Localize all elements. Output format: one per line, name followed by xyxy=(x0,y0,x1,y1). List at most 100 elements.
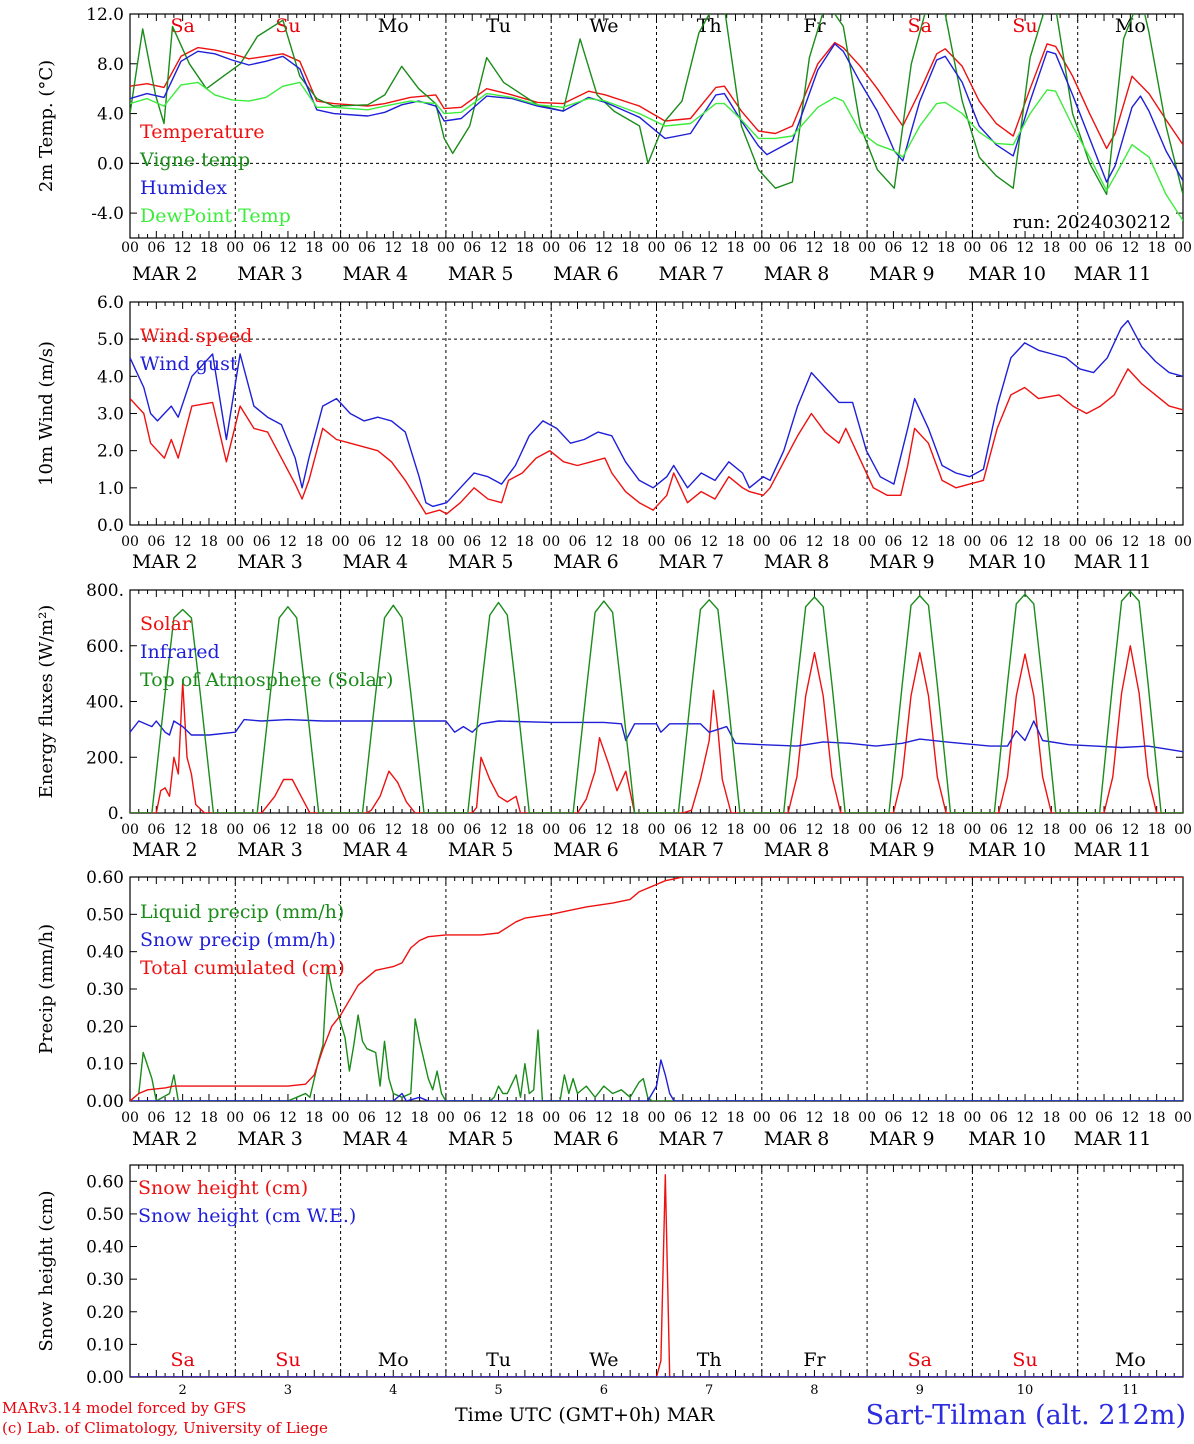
date-label: MAR 5 xyxy=(448,263,514,285)
hour-label: 00 xyxy=(542,1110,560,1126)
date-label: MAR 9 xyxy=(869,263,935,285)
day-abbr: We xyxy=(589,15,618,37)
panel-5: 0.00 0.10 0.20 0.30 0.40 0.50 0.60 Snow height … xyxy=(36,1164,1184,1398)
date-label: MAR 2 xyxy=(132,263,198,285)
hour-label: 00 xyxy=(1174,1110,1192,1126)
hour-label: 12 xyxy=(595,534,613,550)
hour-label: 00 xyxy=(753,822,771,838)
hour-label: 06 xyxy=(253,822,271,838)
date-label: MAR 11 xyxy=(1074,263,1152,285)
hour-label: 12 xyxy=(174,534,192,550)
legend-entry: Snow height (cm) xyxy=(138,1177,308,1199)
legend-entry: Wind speed xyxy=(140,325,252,347)
hour-label: 06 xyxy=(358,1110,376,1126)
date-label: MAR 6 xyxy=(553,263,619,285)
hour-label: 00 xyxy=(437,822,455,838)
hour-label: 06 xyxy=(358,240,376,256)
day-number: 9 xyxy=(916,1383,924,1398)
hour-label: 00 xyxy=(226,822,244,838)
day-abbr: Fr xyxy=(803,15,826,37)
hour-label: 00 xyxy=(332,534,350,550)
series-line-liquid-precip-mm-h- xyxy=(130,965,1183,1101)
hour-label: 06 xyxy=(779,1110,797,1126)
y-tick-label: 3.0 xyxy=(97,405,124,425)
hour-label: 00 xyxy=(648,1110,666,1126)
hour-label: 06 xyxy=(885,240,903,256)
date-label: MAR 7 xyxy=(658,839,724,861)
hour-label: 06 xyxy=(885,534,903,550)
hour-label: 12 xyxy=(700,822,718,838)
hour-label: 00 xyxy=(753,1110,771,1126)
hour-label: 00 xyxy=(121,822,139,838)
hour-label: 12 xyxy=(700,534,718,550)
day-number: 2 xyxy=(179,1383,187,1398)
hour-label: 06 xyxy=(569,534,587,550)
hour-label: 18 xyxy=(937,822,955,838)
hour-label: 12 xyxy=(1121,534,1139,550)
y-tick-label: 0.0 xyxy=(97,516,124,536)
series-group xyxy=(130,877,1183,1101)
hour-label: 00 xyxy=(437,240,455,256)
hour-label: 18 xyxy=(516,534,534,550)
y-tick-label: -4.0 xyxy=(91,204,124,224)
y-tick-label: 0.20 xyxy=(86,1303,124,1323)
day-abbr: Sa xyxy=(908,1349,932,1371)
hour-label: 18 xyxy=(937,1110,955,1126)
hour-label: 18 xyxy=(200,534,218,550)
hour-label: 00 xyxy=(963,1110,981,1126)
day-number: 3 xyxy=(284,1383,292,1398)
series-line-solar xyxy=(130,645,1183,813)
hour-label: 12 xyxy=(174,240,192,256)
hour-label: 18 xyxy=(305,822,323,838)
hour-label: 06 xyxy=(147,534,165,550)
hour-label: 18 xyxy=(1148,822,1166,838)
y-tick-label: 0.10 xyxy=(86,1055,124,1075)
hour-label: 18 xyxy=(727,1110,745,1126)
hour-label: 00 xyxy=(648,240,666,256)
series-line-wind-speed xyxy=(130,368,1183,515)
hour-label: 06 xyxy=(1095,822,1113,838)
hour-label: 12 xyxy=(1121,1110,1139,1126)
panel-2: 0.0 1.0 2.0 3.0 4.0 5.0 6.0 10m Wind (m/s) 00 06 1… xyxy=(36,293,1192,573)
day-abbr: Mo xyxy=(1115,15,1146,37)
hour-label: 06 xyxy=(990,534,1008,550)
hour-label: 12 xyxy=(384,1110,402,1126)
hour-label: 18 xyxy=(1148,1110,1166,1126)
y-tick-label: 6.0 xyxy=(97,293,124,313)
date-label: MAR 6 xyxy=(553,1128,619,1150)
date-label: MAR 10 xyxy=(968,839,1046,861)
y-tick-label: 1.0 xyxy=(97,479,124,499)
hour-label: 18 xyxy=(411,534,429,550)
hour-label: 18 xyxy=(1042,240,1060,256)
legend-entry: Snow precip (mm/h) xyxy=(140,929,336,951)
series-line-vigne-temp xyxy=(130,14,1183,196)
panel-3: 0. 200. 400. 600. 800. Energy fluxes (W/m²) 00… xyxy=(36,581,1192,861)
hour-label: 18 xyxy=(1042,1110,1060,1126)
hour-label: 00 xyxy=(963,240,981,256)
hour-label: 00 xyxy=(437,1110,455,1126)
hour-label: 06 xyxy=(990,1110,1008,1126)
hour-label: 06 xyxy=(674,1110,692,1126)
hour-label: 12 xyxy=(911,534,929,550)
hour-label: 18 xyxy=(305,534,323,550)
legend-entry: Humidex xyxy=(140,177,227,199)
series-group xyxy=(130,14,1183,221)
y-tick-label: 0.00 xyxy=(86,1368,124,1388)
hour-label: 12 xyxy=(1016,1110,1034,1126)
hour-label: 12 xyxy=(490,534,508,550)
hour-label: 12 xyxy=(806,240,824,256)
y-tick-label: 0.60 xyxy=(86,1172,124,1192)
hour-label: 06 xyxy=(1095,240,1113,256)
y-tick-label: 0.0 xyxy=(97,154,124,174)
date-label: MAR 4 xyxy=(343,1128,409,1150)
date-label: MAR 8 xyxy=(764,1128,830,1150)
hour-label: 18 xyxy=(621,1110,639,1126)
hour-label: 12 xyxy=(174,822,192,838)
hour-label: 00 xyxy=(121,240,139,256)
date-label: MAR 10 xyxy=(968,263,1046,285)
hour-label: 12 xyxy=(595,240,613,256)
run-label: run: 2024030212 xyxy=(1013,212,1171,233)
hour-label: 18 xyxy=(1148,240,1166,256)
date-label: MAR 7 xyxy=(658,551,724,573)
day-abbr: Su xyxy=(275,1349,300,1371)
